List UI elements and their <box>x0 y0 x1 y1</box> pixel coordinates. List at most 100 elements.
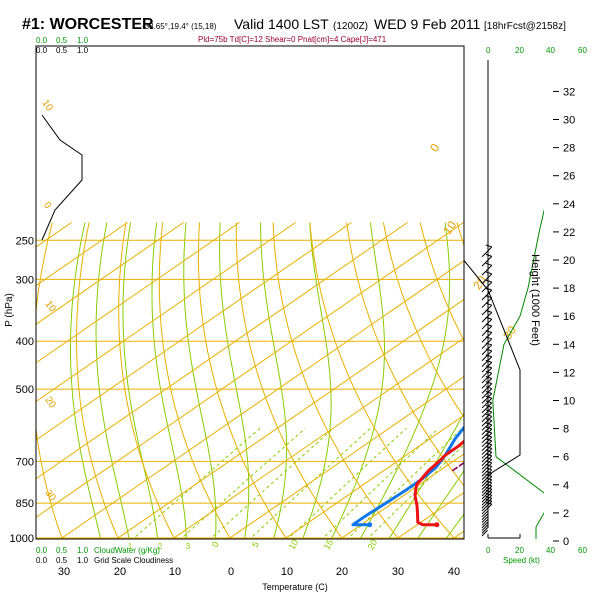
cloud-bottom-tick: 1.0 <box>77 556 89 565</box>
wind-barb <box>481 397 493 409</box>
wind-barb <box>481 519 488 526</box>
moist-adiabat-line <box>359 222 451 539</box>
wind-barb <box>481 510 488 518</box>
wind-barb-flag <box>485 354 492 358</box>
pressure-axis: 250 300 400 500 700 850 1000 <box>10 235 34 545</box>
wind-barb-flag <box>485 359 492 363</box>
mixing-ratio-lines <box>132 427 464 539</box>
wind-barb <box>481 500 493 512</box>
dry-adiabats <box>36 222 464 539</box>
wind-barb <box>481 485 493 497</box>
height-tick-label: 16 <box>563 311 575 323</box>
speed-top-ticks: 0 20 40 60 <box>486 46 587 55</box>
temperature-tick-label: 30 <box>58 566 70 578</box>
height-tick-label: 26 <box>563 171 575 183</box>
dry-adiabat-line <box>272 222 400 539</box>
cloud-top-tick: 1.0 <box>77 46 89 55</box>
height-tick-label: 4 <box>563 480 569 492</box>
wind-barb <box>481 503 493 515</box>
isotherm-line <box>36 221 352 441</box>
wind-barb <box>481 494 493 506</box>
hodograph-outline <box>464 259 521 476</box>
speed-top-tick: 0 <box>486 46 491 55</box>
wind-panel <box>464 60 544 539</box>
wind-barb <box>481 462 493 474</box>
mixing-ratio-line <box>287 427 407 539</box>
moist-adiabats <box>70 222 464 539</box>
dry-adiabat-line <box>36 222 63 539</box>
wind-barb <box>481 393 493 404</box>
wind-barb-flag <box>485 253 492 257</box>
dry-adiabat-label: 30 <box>42 488 58 504</box>
wind-barb <box>481 513 488 520</box>
mixing-ratio-label: 2 <box>158 542 163 551</box>
isotherm-line <box>115 298 464 539</box>
wind-barb-flag <box>485 370 492 374</box>
speed-axis-label: Speed (kt) <box>503 556 540 565</box>
height-tick-label: 20 <box>563 255 575 267</box>
wind-barb <box>481 356 493 367</box>
wind-barb <box>481 459 493 470</box>
speed-bottom-tick: 40 <box>546 546 555 555</box>
wind-barb <box>481 428 493 440</box>
wind-barb <box>481 479 493 490</box>
wind-barb <box>481 420 493 431</box>
moist-adiabat-line <box>70 222 102 539</box>
dry-adiabat-label: 10 <box>39 98 55 114</box>
wind-barb <box>481 521 488 529</box>
cloud-water-line <box>41 114 83 241</box>
cloud-bottom-tick: 1.0 <box>77 546 89 555</box>
wind-barb <box>481 338 493 349</box>
speed-bottom-tick: 0 <box>486 546 491 555</box>
wind-barb <box>481 332 493 343</box>
moist-adiabat-label: 5 <box>250 540 261 549</box>
wind-barb-flag <box>485 244 492 248</box>
wind-barb <box>481 318 493 330</box>
wind-barb <box>481 488 493 500</box>
mixing-ratio-line <box>346 427 463 539</box>
wind-barb <box>481 281 493 293</box>
cloud-bottom-tick: 0.5 <box>56 556 68 565</box>
cloud-top-tick: 0.5 <box>56 36 68 45</box>
temperature-tick-label: 10 <box>169 566 181 578</box>
moist-adiabat-line <box>183 222 217 539</box>
dry-adiabat-line <box>118 222 176 539</box>
height-tick-label: 22 <box>563 227 575 239</box>
pressure-tick-label: 300 <box>16 274 34 286</box>
dry-adiabat-line <box>76 222 119 539</box>
wind-barb <box>481 388 493 399</box>
chart-title: #1: WORCESTER <box>22 16 154 33</box>
height-tick-label: 12 <box>563 367 575 379</box>
speed-bottom-tick: 60 <box>578 546 587 555</box>
wind-barb <box>481 516 488 523</box>
surface-temperature-marker <box>434 522 440 528</box>
pressure-tick-label: 400 <box>16 336 34 348</box>
height-tick-label: 28 <box>563 143 575 155</box>
cloud-top-tick: 0.0 <box>36 46 48 55</box>
cloud-bottom-ticks: 0.0 0.5 1.0 CloudWater (g/Kg) 0.0 0.5 1.… <box>36 546 173 565</box>
wind-barb <box>481 432 493 444</box>
isotherm-line <box>36 221 184 325</box>
wind-barb <box>481 297 493 308</box>
pressure-tick-label: 1000 <box>10 533 34 545</box>
wind-barb <box>481 311 493 323</box>
speed-bottom-tick: 20 <box>515 546 524 555</box>
mixing-ratio-line <box>209 427 334 539</box>
wind-barb <box>481 411 493 423</box>
x-axis-label: Temperature (C) <box>262 582 328 592</box>
mixing-ratio-label: 3 <box>186 542 191 551</box>
isotherm-label: 30 <box>500 323 519 342</box>
height-axis-label: Height (1000 Feet) <box>529 254 541 346</box>
wind-barb <box>481 372 493 384</box>
isotherm-label: 10 <box>440 218 459 237</box>
isotherm-line <box>36 221 296 403</box>
valid-zulu: (1200Z) <box>333 21 368 32</box>
wind-barb-flag <box>485 501 492 505</box>
height-tick-label: 32 <box>563 86 575 98</box>
chart-subtitle: Pld=75b Td[C]=12 Shear=0 Pnat[cm]=4 Cape… <box>198 35 387 44</box>
valid-date: WED 9 Feb 2011 <box>374 16 481 32</box>
wind-barb <box>481 407 493 418</box>
isotherm-label: 20 <box>470 273 489 292</box>
wind-barb <box>481 472 493 484</box>
